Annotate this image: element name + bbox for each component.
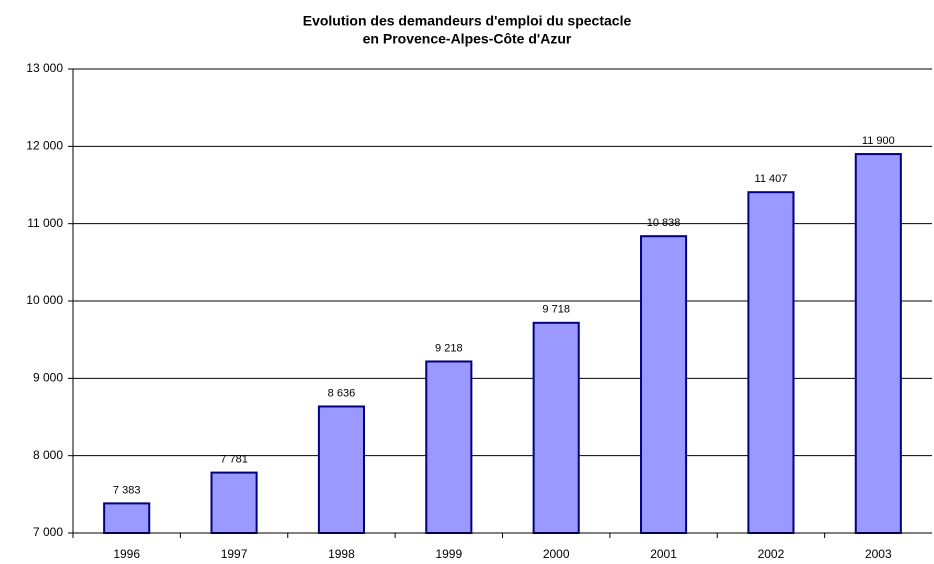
bar <box>425 360 473 534</box>
x-tick-label: 1996 <box>113 547 140 561</box>
value-label: 10 838 <box>647 217 681 229</box>
bar <box>317 405 365 534</box>
bar <box>103 502 151 535</box>
bar <box>532 321 580 535</box>
value-label: 11 900 <box>862 135 895 147</box>
bar <box>747 191 795 535</box>
x-tick-label: 1997 <box>221 547 248 561</box>
bar <box>210 471 258 534</box>
value-label: 9 718 <box>542 304 570 316</box>
value-label: 11 407 <box>755 173 788 185</box>
y-tick-label: 7 000 <box>33 525 63 539</box>
x-tick-label: 2000 <box>543 547 570 561</box>
y-tick-label: 13 000 <box>26 61 63 75</box>
x-tick-label: 2001 <box>650 547 677 561</box>
y-tick-label: 10 000 <box>26 293 63 307</box>
value-label: 8 636 <box>328 387 356 399</box>
value-label: 7 781 <box>220 454 248 466</box>
bar <box>640 235 688 534</box>
chart-title: en Provence-Alpes-Côte d'Azur <box>363 31 572 47</box>
y-tick-label: 12 000 <box>26 139 63 153</box>
value-label: 7 383 <box>113 484 141 496</box>
x-tick-label: 1999 <box>435 547 462 561</box>
x-tick-label: 2002 <box>758 547 785 561</box>
value-label: 9 218 <box>435 342 463 354</box>
x-tick-label: 2003 <box>865 547 892 561</box>
bar <box>854 153 902 534</box>
chart-title: Evolution des demandeurs d'emploi du spe… <box>303 13 632 29</box>
y-tick-label: 8 000 <box>33 448 63 462</box>
x-tick-label: 1998 <box>328 547 355 561</box>
y-tick-label: 9 000 <box>33 371 63 385</box>
y-tick-label: 11 000 <box>27 216 63 230</box>
